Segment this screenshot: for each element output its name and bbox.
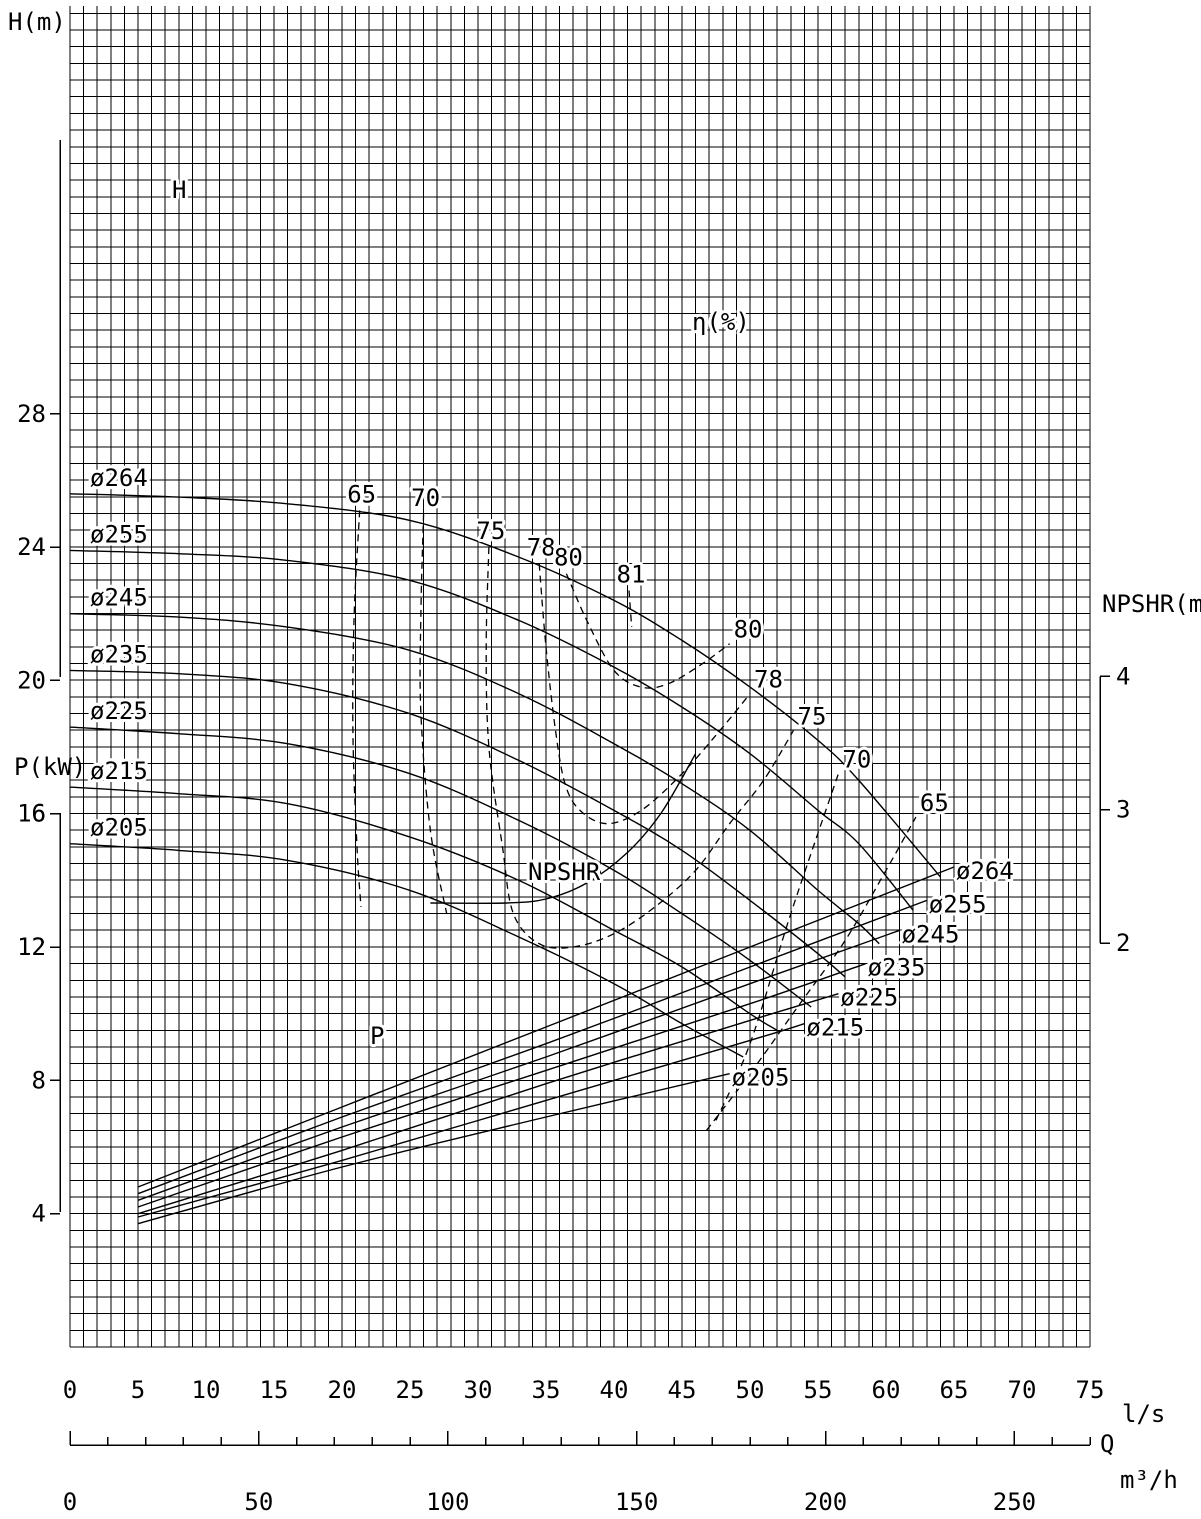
efficiency-contour-80 [565, 573, 730, 689]
efficiency-label-right: 80 [734, 616, 763, 644]
npshr-curve [430, 753, 697, 905]
power-curve-ø245 [137, 929, 900, 1201]
x-axis-tick-label: 20 [328, 1376, 357, 1404]
x-axis-label-m3h: m³/h [1120, 1466, 1178, 1494]
efficiency-label: 80 [554, 544, 583, 572]
flow-m3h-tick-label: 50 [244, 1488, 273, 1516]
x-axis-tick-label: 25 [396, 1376, 425, 1404]
flow-m3h-tick-label: 250 [993, 1488, 1036, 1516]
power-curve-ø235 [137, 963, 866, 1208]
x-axis-tick-label: 0 [63, 1376, 77, 1404]
x-axis-tick-label: 5 [131, 1376, 145, 1404]
x-axis-tick-label: 50 [736, 1376, 765, 1404]
npshr-axis-label: NPSHR(m) [1102, 590, 1201, 618]
flow-m3h-tick-label: 100 [426, 1488, 469, 1516]
power-axis-tick-label: 2 [32, 933, 46, 961]
npshr-axis-tick-label: 3 [1116, 796, 1130, 824]
head-axis-label: H(m) [8, 8, 66, 36]
efficiency-label: 70 [411, 484, 440, 512]
efficiency-contour-65-right [705, 816, 917, 1131]
efficiency-contour-70-right [715, 773, 840, 1121]
head-curve-label: ø245 [90, 584, 148, 612]
efficiency-label: 78 [527, 534, 556, 562]
x-axis-tick-label: 75 [1076, 1376, 1105, 1404]
power-curve-ø255 [137, 899, 928, 1195]
head-axis-tick-label: 28 [17, 400, 46, 428]
head-curve-label: ø264 [90, 464, 148, 492]
flow-m3h-tick-label: 0 [63, 1488, 77, 1516]
x-axis-symbol: Q [1100, 1430, 1114, 1458]
head-curve-label: ø225 [90, 697, 148, 725]
head-curve-label: ø205 [90, 814, 148, 842]
power-curve-label: ø255 [929, 890, 987, 918]
chart-axes: 12 16 20 24 28 H(m) 4 8 2 6 P(kW) 2 3 4 NPSHR(m) 0 5 10 15… [8, 8, 1201, 1516]
power-curve-label: ø245 [902, 920, 960, 948]
power-curve-ø225 [137, 993, 839, 1215]
x-axis-tick-label: 70 [1008, 1376, 1037, 1404]
power-curve-ø215 [137, 1023, 805, 1218]
x-axis-tick-label: 10 [192, 1376, 221, 1404]
power-curve-label: ø225 [840, 984, 898, 1012]
power-axis-tick-label: 4 [32, 1200, 46, 1228]
power-curve-label: ø215 [806, 1014, 864, 1042]
x-axis-tick-label: 40 [600, 1376, 629, 1404]
head-curve-ø205 [69, 843, 744, 1058]
x-axis-tick-label: 30 [464, 1376, 493, 1404]
efficiency-contour-81 [628, 590, 633, 628]
x-axis-tick-label: 60 [872, 1376, 901, 1404]
power-axis-tick-label: 6 [32, 800, 46, 828]
power-curve-ø205 [137, 1073, 730, 1225]
power-curves [137, 866, 955, 1225]
power-axis-tick-label: 8 [32, 1066, 46, 1094]
head-curve-title: H [172, 176, 186, 204]
efficiency-label: 81 [617, 560, 646, 588]
efficiency-label-right: 75 [798, 702, 827, 730]
head-curve-ø235 [69, 669, 846, 978]
efficiency-label: 65 [347, 480, 376, 508]
efficiency-label: 75 [476, 517, 505, 545]
head-curve-ø215 [69, 786, 778, 1031]
x-axis-tick-label: 15 [260, 1376, 289, 1404]
npshr-curve-label: NPSHR [528, 858, 601, 886]
head-curve-label: ø235 [90, 640, 148, 668]
flow-m3h-tick-label: 200 [804, 1488, 847, 1516]
chart-labels: ø264ø255ø245ø235ø225ø215ø205H65657070757… [87, 173, 1017, 1095]
npshr-axis-tick-label: 2 [1116, 929, 1130, 957]
head-axis-tick-label: 20 [17, 666, 46, 694]
power-axis-label: P(kW) [14, 753, 86, 781]
power-curve-ø264 [137, 866, 955, 1188]
x-axis-label-ls: l/s [1122, 1400, 1165, 1428]
efficiency-label-right: 70 [842, 746, 871, 774]
efficiency-contours [352, 510, 917, 1131]
power-curve-label: ø205 [732, 1064, 790, 1092]
x-axis-tick-label: 65 [940, 1376, 969, 1404]
x-axis-tick-label: 55 [804, 1376, 833, 1404]
head-curve-label: ø215 [90, 757, 148, 785]
npshr-axis-tick-label: 4 [1116, 662, 1130, 690]
x-axis-tick-label: 35 [532, 1376, 561, 1404]
power-curve-label: ø235 [868, 954, 926, 982]
efficiency-curve-title: η(%) [692, 308, 750, 336]
efficiency-contour-78 [538, 563, 751, 825]
chart-grid [69, 6, 1091, 1348]
head-curve-ø255 [69, 549, 914, 911]
head-axis-tick-label: 16 [17, 800, 46, 828]
head-curve-ø225 [69, 726, 812, 1008]
efficiency-label-right: 65 [920, 789, 949, 817]
head-curve-label: ø255 [90, 520, 148, 548]
flow-m3h-tick-label: 150 [615, 1488, 658, 1516]
efficiency-contour-65 [352, 510, 362, 908]
x-axis-tick-label: 45 [668, 1376, 697, 1404]
head-axis-tick-label: 12 [17, 933, 46, 961]
efficiency-label-right: 78 [754, 666, 783, 694]
head-curves [69, 493, 941, 1058]
head-curve-ø264 [69, 493, 941, 878]
power-curve-title: P [370, 1022, 384, 1050]
npshr-curve-group [430, 753, 697, 905]
power-curve-label: ø264 [956, 857, 1014, 885]
head-axis-tick-label: 24 [17, 533, 46, 561]
efficiency-contour-75 [485, 547, 795, 949]
head-curve-ø245 [69, 613, 880, 945]
